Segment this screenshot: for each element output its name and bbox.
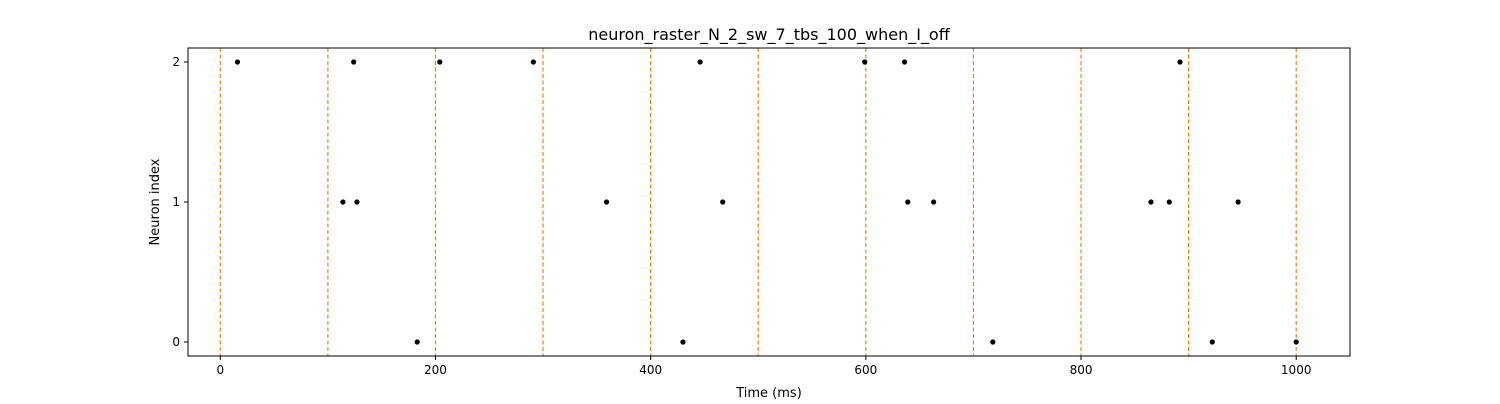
spike-point: [1235, 199, 1241, 205]
spike-point: [603, 199, 610, 205]
spike-point: [901, 59, 908, 65]
spike-point: [931, 199, 937, 205]
plot-area: [188, 48, 1350, 356]
x-tick-label: 600: [854, 363, 877, 377]
spike-point: [1293, 339, 1299, 345]
spike-point: [990, 339, 996, 345]
x-axis-ticks: 0 200 400 600 800 1000: [216, 356, 1311, 377]
x-axis-label: Time (ms): [735, 386, 802, 400]
spike-point: [1177, 59, 1183, 65]
y-axis-ticks: 0 1 2: [172, 55, 188, 349]
y-tick-label: 0: [172, 335, 180, 349]
spike-point: [340, 199, 346, 205]
y-tick-label: 2: [172, 55, 180, 69]
spike-point: [680, 339, 686, 345]
x-tick-label: 400: [639, 363, 662, 377]
spike-markers: [234, 59, 1299, 345]
spike-point: [720, 199, 726, 205]
spike-point: [437, 59, 443, 65]
spike-point: [697, 59, 703, 65]
y-axis-label: Neuron index: [148, 158, 163, 245]
chart-title: neuron_raster_N_2_sw_7_tbs_100_when_I_of…: [588, 25, 950, 45]
x-tick-label: 1000: [1281, 363, 1312, 377]
spike-point: [351, 59, 357, 65]
spike-point: [905, 199, 911, 205]
y-tick-label: 1: [172, 195, 180, 209]
time-bin-boundaries: [219, 48, 1297, 356]
spike-point: [1209, 339, 1215, 345]
spike-point: [354, 199, 360, 205]
spike-point: [234, 59, 241, 65]
spike-point: [530, 59, 536, 65]
x-tick-label: 200: [424, 363, 447, 377]
spike-point: [414, 339, 420, 345]
spike-point: [1166, 199, 1172, 205]
x-tick-label: 800: [1070, 363, 1093, 377]
spike-point: [1148, 199, 1154, 205]
spike-point: [862, 59, 868, 65]
x-tick-label: 0: [216, 363, 224, 377]
